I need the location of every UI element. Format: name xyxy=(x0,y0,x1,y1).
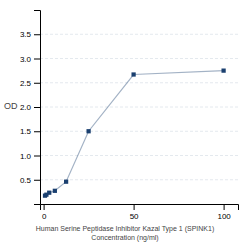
grid-line xyxy=(40,82,238,83)
y-tick-mark xyxy=(34,180,40,181)
y-tick-label: 2.5 xyxy=(20,79,32,88)
y-tick-mark xyxy=(34,34,40,35)
y-axis-line xyxy=(34,11,41,205)
line xyxy=(45,71,224,196)
x-axis-title-line: Concentration (ng/ml) xyxy=(91,234,158,242)
y-tick-label: 2.0 xyxy=(20,103,32,112)
x-tick-label: 100 xyxy=(217,212,231,221)
point xyxy=(64,180,68,184)
point xyxy=(86,129,90,133)
x-tick: 0 xyxy=(42,204,47,221)
y-tick-label: 1.0 xyxy=(20,152,32,161)
y-axis: 0.5 1.0 1.5 2.0 2.5 3.0 3.5 xyxy=(20,11,41,205)
y-tick: 3.0 xyxy=(20,55,40,64)
chart-svg: 0 50 100 0.5 1.0 1.5 2.0 2.5 3.0 3.5 Human Serine … xyxy=(0,0,250,250)
point xyxy=(53,189,57,193)
x-axis: 0 50 100 xyxy=(41,204,239,221)
grid-line xyxy=(40,58,238,59)
x-tick-mark xyxy=(224,204,225,210)
x-tick-label: 0 xyxy=(42,212,47,221)
y-axis-title: OD xyxy=(4,101,18,111)
y-tick-mark xyxy=(34,131,40,132)
y-tick: 2.5 xyxy=(20,79,40,88)
y-tick-label: 0.5 xyxy=(20,176,32,185)
grid xyxy=(40,34,238,180)
x-axis-title-line: Human Serine Peptidase Inhibitor Kazal T… xyxy=(36,225,214,233)
y-tick-label: 1.5 xyxy=(20,127,32,136)
y-tick: 1.0 xyxy=(20,152,40,161)
x-axis-title: Human Serine Peptidase Inhibitor Kazal T… xyxy=(36,225,214,242)
chart-container: 0 50 100 0.5 1.0 1.5 2.0 2.5 3.0 3.5 Human Serine … xyxy=(0,0,250,250)
grid-line xyxy=(40,179,238,180)
y-tick-mark xyxy=(34,83,40,84)
y-tick: 3.5 xyxy=(20,30,40,39)
point xyxy=(131,72,135,76)
x-tick-mark xyxy=(134,204,135,210)
grid-line xyxy=(40,155,238,156)
x-axis-line xyxy=(41,205,239,211)
y-tick: 2.0 xyxy=(20,103,40,112)
y-tick: 0.5 xyxy=(20,176,40,185)
x-tick: 100 xyxy=(217,204,231,221)
y-tick-mark xyxy=(34,59,40,60)
y-tick-mark xyxy=(34,107,40,108)
grid-line xyxy=(40,131,238,132)
grid-line xyxy=(40,34,238,35)
y-tick: 1.5 xyxy=(20,127,40,136)
marks xyxy=(43,69,226,198)
y-tick-label: 3.5 xyxy=(20,30,32,39)
y-tick-label: 3.0 xyxy=(20,55,32,64)
x-tick-label: 50 xyxy=(130,212,139,221)
point xyxy=(221,69,225,73)
plot-area: 0 50 100 0.5 1.0 1.5 2.0 2.5 3.0 3.5 xyxy=(20,11,239,221)
x-tick: 50 xyxy=(130,204,139,221)
point xyxy=(47,191,51,195)
y-tick-mark xyxy=(34,156,40,157)
x-tick-mark xyxy=(44,204,45,210)
grid-line xyxy=(40,107,238,108)
